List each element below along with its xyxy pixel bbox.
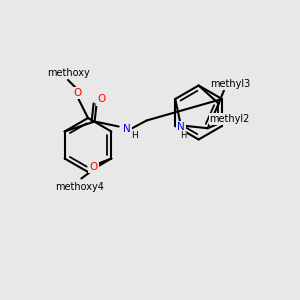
- Text: H: H: [180, 131, 186, 140]
- Text: N: N: [177, 122, 185, 132]
- Text: methoxy4: methoxy4: [55, 182, 104, 191]
- Text: methoxy: methoxy: [46, 68, 89, 78]
- Text: O: O: [98, 94, 106, 104]
- Text: N: N: [123, 124, 130, 134]
- Text: methyl2: methyl2: [209, 114, 250, 124]
- Text: O: O: [74, 88, 82, 98]
- Text: O: O: [89, 161, 98, 172]
- Text: H: H: [131, 131, 138, 140]
- Text: methyl3: methyl3: [211, 79, 251, 88]
